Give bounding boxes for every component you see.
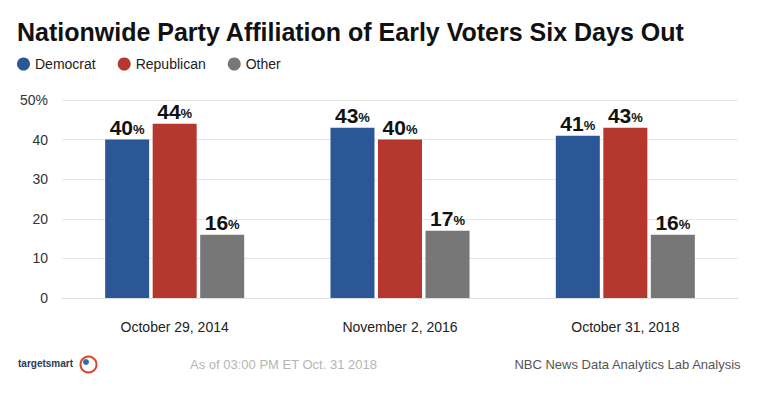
svg-text:Other: Other bbox=[246, 56, 281, 72]
svg-text:0: 0 bbox=[40, 290, 48, 306]
svg-text:targetsmart: targetsmart bbox=[18, 358, 74, 369]
svg-text:%: % bbox=[406, 122, 418, 137]
svg-text:October 29, 2014: October 29, 2014 bbox=[121, 319, 229, 335]
svg-text:October 31, 2018: October 31, 2018 bbox=[571, 319, 679, 335]
svg-text:%: % bbox=[228, 217, 240, 232]
svg-text:43: 43 bbox=[608, 104, 631, 127]
svg-text:As of 03:00 PM ET Oct. 31 2018: As of 03:00 PM ET Oct. 31 2018 bbox=[190, 357, 377, 372]
svg-text:Republican: Republican bbox=[136, 56, 206, 72]
svg-text:10: 10 bbox=[32, 250, 48, 266]
svg-text:16: 16 bbox=[205, 211, 228, 234]
svg-text:17: 17 bbox=[430, 207, 453, 230]
svg-text:30: 30 bbox=[32, 171, 48, 187]
svg-text:20: 20 bbox=[32, 211, 48, 227]
svg-text:%: % bbox=[584, 118, 596, 133]
svg-text:40: 40 bbox=[110, 116, 133, 139]
svg-text:16: 16 bbox=[655, 211, 678, 234]
svg-text:NBC News Data Analytics Lab An: NBC News Data Analytics Lab Analysis bbox=[514, 357, 741, 372]
svg-text:Democrat: Democrat bbox=[35, 56, 96, 72]
svg-text:%: % bbox=[453, 213, 465, 228]
svg-text:%: % bbox=[679, 217, 691, 232]
svg-text:%: % bbox=[631, 110, 643, 125]
svg-text:%: % bbox=[181, 106, 193, 121]
svg-text:40: 40 bbox=[32, 132, 48, 148]
svg-text:41: 41 bbox=[560, 112, 584, 135]
svg-text:43: 43 bbox=[335, 104, 358, 127]
svg-text:40: 40 bbox=[383, 116, 406, 139]
svg-text:November 2, 2016: November 2, 2016 bbox=[342, 319, 457, 335]
svg-text:44: 44 bbox=[157, 100, 181, 123]
svg-text:%: % bbox=[133, 122, 145, 137]
svg-text:50%: 50% bbox=[20, 92, 48, 108]
svg-text:Nationwide Party Affiliation o: Nationwide Party Affiliation of Early Vo… bbox=[17, 18, 684, 46]
svg-text:%: % bbox=[358, 110, 370, 125]
